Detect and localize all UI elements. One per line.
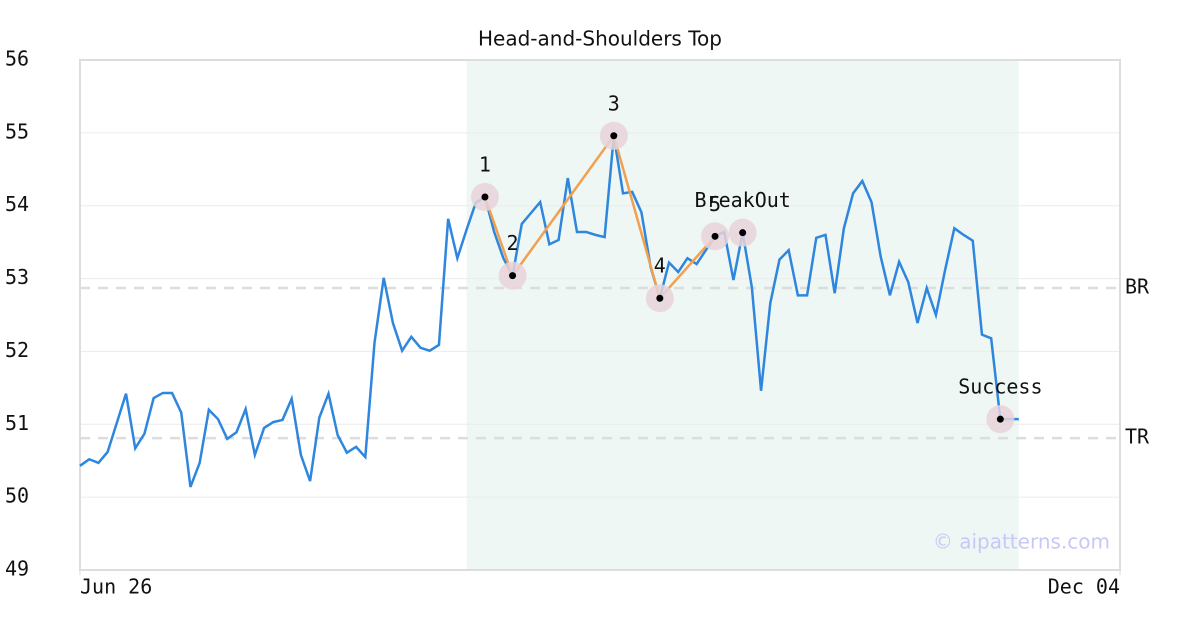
marker-dot xyxy=(509,272,517,280)
marker-dot xyxy=(711,232,719,240)
marker-label: 4 xyxy=(654,254,666,278)
y-tick-label: 56 xyxy=(5,47,29,71)
y-tick-label: 50 xyxy=(5,484,29,508)
marker-label: 1 xyxy=(479,152,491,176)
marker-dot xyxy=(739,229,747,237)
y-tick-label: 55 xyxy=(5,119,29,143)
price-line xyxy=(79,135,1019,488)
watermark: © aipatterns.com xyxy=(933,530,1110,554)
marker-dot xyxy=(996,415,1004,423)
marker-label: 2 xyxy=(507,231,519,255)
plot-frame xyxy=(79,59,1121,571)
chart-title: Head-and-Shoulders Top xyxy=(478,27,722,51)
x-tick-label: Dec 04 xyxy=(1048,575,1120,599)
level-label: TR xyxy=(1125,425,1150,449)
marker-label: Success xyxy=(958,375,1042,399)
marker-dot xyxy=(656,294,664,302)
y-tick-label: 53 xyxy=(5,265,29,289)
y-tick-label: 52 xyxy=(5,338,29,362)
marker-dot xyxy=(610,132,618,140)
y-tick-label: 51 xyxy=(5,411,29,435)
marker-label: 5 xyxy=(709,192,721,216)
y-tick-label: 54 xyxy=(5,192,29,216)
marker-label: 3 xyxy=(608,91,620,115)
x-tick-label: Jun 26 xyxy=(80,575,152,599)
marker-label: BreakOut xyxy=(694,188,790,212)
pattern-zone xyxy=(466,60,1019,570)
y-tick-label: 49 xyxy=(5,557,29,581)
level-label: BR xyxy=(1125,275,1150,299)
marker-dot xyxy=(481,193,489,201)
